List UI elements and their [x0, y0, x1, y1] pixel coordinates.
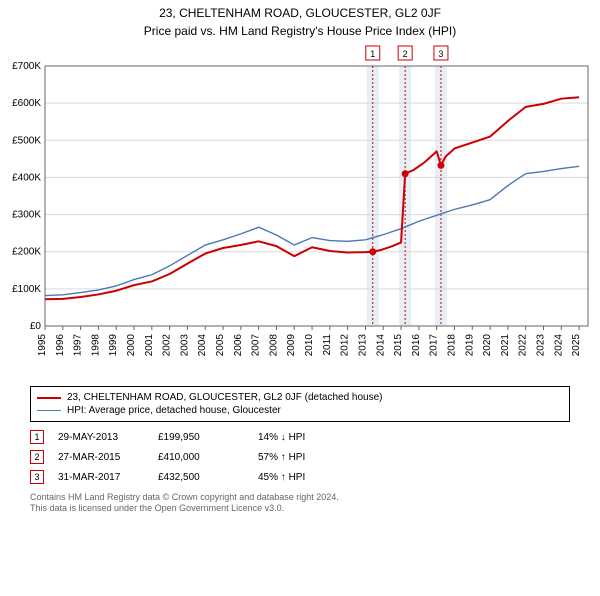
event-diff-2: 57% ↑ HPI [258, 452, 358, 463]
svg-text:1995: 1995 [37, 334, 48, 357]
event-marker-1: 1 [30, 430, 44, 444]
svg-text:2005: 2005 [215, 334, 226, 357]
svg-text:2023: 2023 [535, 334, 546, 357]
event-diff-1: 14% ↓ HPI [258, 432, 358, 443]
svg-text:1997: 1997 [73, 334, 84, 357]
svg-text:2012: 2012 [340, 334, 351, 357]
svg-text:£100K: £100K [12, 284, 41, 295]
svg-text:2025: 2025 [571, 334, 582, 357]
footer-line-2: This data is licensed under the Open Gov… [30, 503, 570, 513]
svg-text:2011: 2011 [322, 334, 333, 356]
svg-text:2004: 2004 [197, 334, 208, 357]
event-row-1: 1 29-MAY-2013 £199,950 14% ↓ HPI [30, 430, 570, 444]
legend-swatch-hpi [37, 410, 61, 411]
svg-text:2014: 2014 [375, 334, 386, 357]
chart-subtitle: Price paid vs. HM Land Registry's House … [0, 24, 600, 38]
svg-text:£200K: £200K [12, 247, 41, 258]
svg-text:2010: 2010 [304, 334, 315, 357]
event-row-3: 3 31-MAR-2017 £432,500 45% ↑ HPI [30, 470, 570, 484]
svg-text:2002: 2002 [162, 334, 173, 357]
svg-text:2006: 2006 [233, 334, 244, 357]
svg-text:1999: 1999 [108, 334, 119, 357]
svg-text:2019: 2019 [464, 334, 475, 357]
svg-text:£700K: £700K [12, 61, 41, 72]
svg-text:1998: 1998 [90, 334, 101, 357]
svg-text:2016: 2016 [411, 334, 422, 357]
event-marker-2: 2 [30, 450, 44, 464]
event-diff-3: 45% ↑ HPI [258, 472, 358, 483]
svg-text:£400K: £400K [12, 172, 41, 183]
event-date-2: 27-MAR-2015 [58, 452, 158, 463]
legend-label-hpi: HPI: Average price, detached house, Glou… [67, 405, 281, 416]
svg-text:2013: 2013 [357, 334, 368, 357]
svg-text:2017: 2017 [429, 334, 440, 357]
svg-text:2: 2 [403, 49, 408, 59]
svg-text:2003: 2003 [179, 334, 190, 357]
svg-text:£0: £0 [30, 321, 42, 332]
svg-text:3: 3 [438, 49, 443, 59]
legend-label-property: 23, CHELTENHAM ROAD, GLOUCESTER, GL2 0JF… [67, 392, 382, 403]
svg-text:2008: 2008 [268, 334, 279, 357]
svg-text:2018: 2018 [446, 334, 457, 357]
legend-box: 23, CHELTENHAM ROAD, GLOUCESTER, GL2 0JF… [30, 386, 570, 422]
svg-text:2000: 2000 [126, 334, 137, 357]
svg-text:£500K: £500K [12, 135, 41, 146]
event-price-2: £410,000 [158, 452, 258, 463]
legend-item-property: 23, CHELTENHAM ROAD, GLOUCESTER, GL2 0JF… [37, 391, 563, 404]
event-date-3: 31-MAR-2017 [58, 472, 158, 483]
svg-text:£300K: £300K [12, 210, 41, 221]
svg-text:2007: 2007 [251, 334, 262, 357]
footer-line-1: Contains HM Land Registry data © Crown c… [30, 492, 570, 502]
events-table: 1 29-MAY-2013 £199,950 14% ↓ HPI 2 27-MA… [30, 430, 570, 484]
svg-text:1: 1 [370, 49, 375, 59]
svg-text:2021: 2021 [500, 334, 511, 357]
footer-attribution: Contains HM Land Registry data © Crown c… [30, 492, 570, 513]
svg-text:1996: 1996 [55, 334, 66, 357]
legend-swatch-property [37, 397, 61, 399]
svg-text:2009: 2009 [286, 334, 297, 357]
legend-item-hpi: HPI: Average price, detached house, Glou… [37, 404, 563, 417]
event-price-1: £199,950 [158, 432, 258, 443]
svg-text:2015: 2015 [393, 334, 404, 357]
event-marker-3: 3 [30, 470, 44, 484]
svg-text:2022: 2022 [518, 334, 529, 357]
price-chart: 1 2 3 £0 £100K £200K £300K £400K £500K £600K £700K… [0, 38, 600, 378]
event-price-3: £432,500 [158, 472, 258, 483]
event-row-2: 2 27-MAR-2015 £410,000 57% ↑ HPI [30, 450, 570, 464]
svg-text:£600K: £600K [12, 98, 41, 109]
svg-text:2020: 2020 [482, 334, 493, 357]
svg-text:2001: 2001 [144, 334, 155, 357]
svg-text:2024: 2024 [553, 334, 564, 357]
chart-title: 23, CHELTENHAM ROAD, GLOUCESTER, GL2 0JF [0, 6, 600, 20]
event-date-1: 29-MAY-2013 [58, 432, 158, 443]
